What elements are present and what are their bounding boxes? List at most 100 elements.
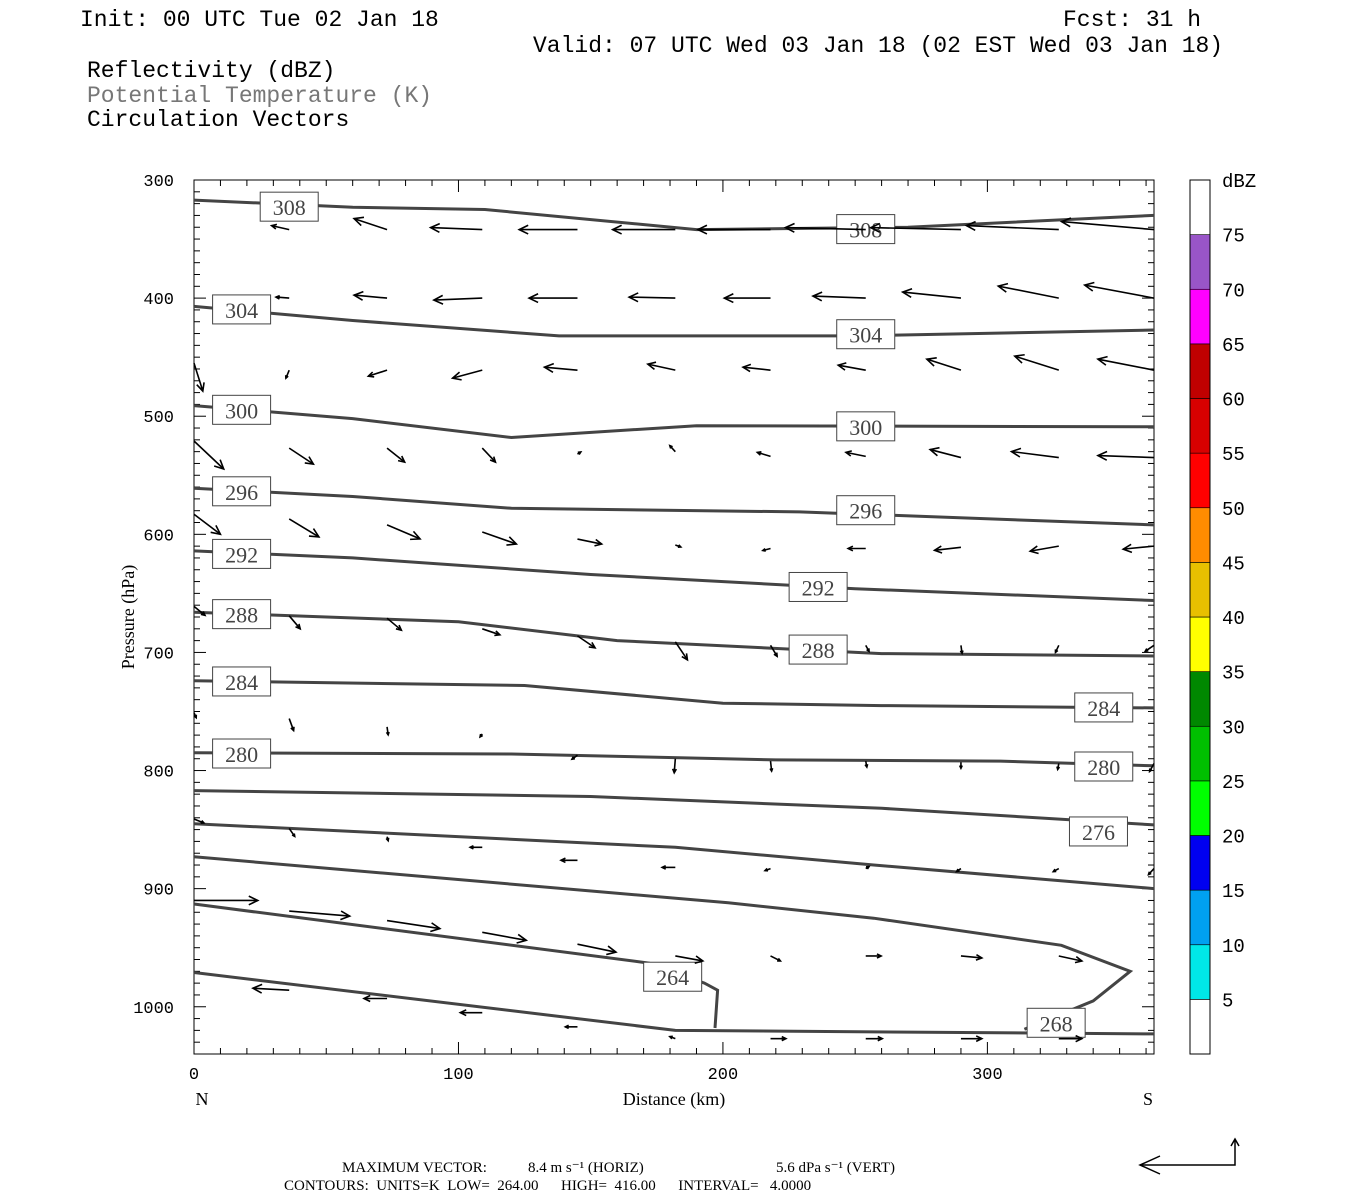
max-vector-label: MAXIMUM VECTOR:	[342, 1160, 487, 1176]
circulation-vector	[955, 867, 962, 873]
vector-head	[1051, 868, 1057, 873]
circulation-vector	[761, 547, 771, 552]
vector-shaft	[1058, 955, 1083, 962]
circulation-vector	[696, 224, 771, 235]
legend-circulation-vectors: Circulation Vectors	[87, 107, 349, 133]
circulation-vector	[269, 223, 290, 231]
vector-head	[410, 530, 422, 541]
vector-head	[352, 216, 365, 227]
circulation-vector	[769, 644, 779, 658]
circulation-vector	[959, 645, 964, 656]
circulation-vector	[386, 524, 422, 541]
vector-head	[362, 994, 371, 1003]
vector-head	[489, 456, 497, 464]
vector-head	[395, 624, 403, 632]
vector-head	[295, 623, 302, 631]
circulation-vector	[811, 291, 866, 302]
vector-head	[385, 731, 390, 737]
vector-shaft	[193, 605, 206, 616]
colorbar-level-label: 75	[1222, 226, 1245, 248]
vector-head	[588, 641, 597, 649]
contour-label: 288	[802, 638, 835, 663]
circulation-vector	[996, 282, 1059, 299]
contour-label: 288	[225, 603, 258, 628]
vector-shaft	[193, 362, 204, 392]
colorbar-segment	[1189, 343, 1211, 399]
circulation-vector	[668, 444, 676, 453]
contour-label: 304	[849, 323, 882, 348]
circulation-vector	[362, 994, 388, 1003]
vector-head	[308, 528, 321, 538]
circulation-vector	[928, 446, 962, 459]
circulation-vector	[193, 818, 206, 824]
vector-shaft	[288, 447, 314, 465]
vector-head	[458, 1009, 467, 1017]
plot-area: 0 100 200 300 300 400 500 600 700 800 900 1000 308 30…	[133, 173, 1155, 1085]
vector-head	[668, 444, 673, 449]
vector-shaft	[647, 363, 676, 371]
colorbar-segment	[1189, 944, 1211, 1000]
circulation-vector	[1147, 868, 1155, 876]
y-tick-label: 300	[143, 173, 174, 192]
vector-shaft	[193, 513, 221, 535]
circulation-vector	[900, 287, 962, 299]
vector-shaft	[902, 291, 962, 299]
circulation-vector	[1096, 450, 1155, 461]
theta-contour-288	[193, 610, 1155, 658]
colorbar-level-label: 10	[1222, 936, 1245, 958]
vector-head	[783, 222, 795, 233]
max-vector-vert: 5.6 dPa s⁻¹ (VERT)	[776, 1160, 895, 1176]
vector-head	[769, 767, 774, 773]
circulation-vector	[251, 983, 290, 994]
vector-head	[975, 1035, 984, 1043]
circulation-vector	[1051, 867, 1060, 873]
vector-shaft	[929, 448, 962, 459]
vector-shaft	[386, 524, 421, 540]
vector-head	[866, 648, 870, 653]
x-axis-label: Distance (km)	[623, 1089, 725, 1110]
vector-head	[932, 545, 943, 554]
contour-label: 292	[802, 575, 835, 600]
vector-shaft	[252, 987, 290, 992]
circulation-vector	[468, 845, 483, 850]
colorbar-level-label: 20	[1222, 827, 1245, 849]
vector-shaft	[577, 943, 617, 953]
circulation-vector	[960, 954, 984, 961]
circulation-vector	[428, 222, 483, 234]
contour-label: 264	[656, 965, 689, 990]
circulation-vector	[193, 440, 226, 471]
contour-label-box	[836, 411, 896, 442]
colorbar-segment	[1189, 616, 1211, 672]
contour-label: 308	[273, 195, 306, 220]
vector-head	[251, 983, 263, 994]
vector-shaft	[368, 369, 388, 377]
circulation-vector	[193, 712, 198, 720]
vector-head	[1096, 450, 1108, 461]
circulation-vector	[193, 605, 207, 617]
x-tick-label: 300	[972, 1066, 1003, 1085]
vector-shaft	[838, 364, 866, 371]
colorbar-level-label: 25	[1222, 772, 1245, 794]
circulation-vector	[1056, 763, 1061, 772]
vector-shaft	[353, 294, 388, 299]
vector-shaft	[288, 718, 295, 731]
circulation-vector	[755, 450, 771, 458]
vector-head	[193, 714, 198, 720]
y-axis-label: Pressure (hPa)	[118, 565, 139, 669]
legend-potential-temperature: Potential Temperature (K)	[87, 83, 432, 109]
circulation-vector	[478, 733, 484, 739]
vector-head	[844, 450, 853, 457]
vector-head	[876, 953, 883, 959]
circulation-vector	[288, 718, 295, 733]
vector-shaft	[1123, 545, 1155, 550]
circulation-vector	[577, 635, 597, 649]
vector-head	[1147, 871, 1152, 876]
vector-head	[864, 763, 869, 769]
vector-head	[304, 456, 315, 466]
circulation-vector	[481, 531, 519, 546]
circulation-vector	[284, 369, 290, 380]
vector-head	[290, 726, 295, 733]
vector-head	[681, 653, 689, 662]
contour-label-box	[1026, 1007, 1086, 1038]
circulation-vector	[646, 361, 676, 371]
